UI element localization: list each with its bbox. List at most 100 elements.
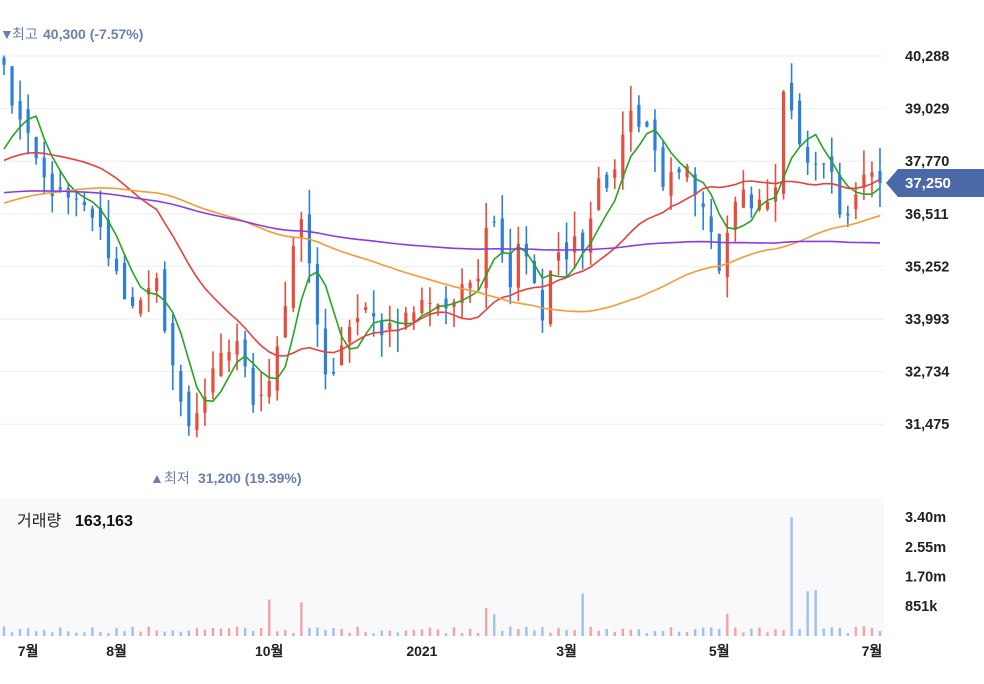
candle[interactable]	[404, 307, 408, 330]
candle[interactable]	[267, 358, 271, 404]
candle[interactable]	[806, 130, 810, 175]
candle[interactable]	[307, 189, 311, 283]
candle[interactable]	[870, 161, 874, 198]
candle[interactable]	[830, 137, 834, 194]
candle[interactable]	[669, 157, 673, 211]
candle[interactable]	[484, 202, 488, 309]
candle[interactable]	[2, 55, 6, 76]
candle[interactable]	[548, 270, 553, 327]
candle[interactable]	[878, 148, 882, 208]
candle[interactable]	[211, 351, 215, 400]
candle[interactable]	[597, 166, 601, 211]
candle[interactable]	[573, 211, 577, 269]
candle[interactable]	[693, 167, 697, 217]
candle[interactable]	[259, 371, 263, 412]
candle[interactable]	[814, 151, 818, 181]
candle[interactable]	[645, 120, 649, 128]
candle[interactable]	[227, 339, 231, 373]
candle[interactable]	[243, 330, 247, 378]
candle[interactable]	[388, 305, 392, 348]
candle[interactable]	[741, 170, 745, 209]
candle[interactable]	[653, 109, 657, 173]
candle[interactable]	[219, 333, 223, 377]
candle[interactable]	[10, 66, 14, 114]
candle[interactable]	[773, 163, 778, 222]
candle[interactable]	[18, 80, 22, 140]
candle[interactable]	[846, 205, 850, 228]
candle[interactable]	[291, 236, 295, 313]
candle[interactable]	[171, 314, 175, 390]
candlesticks[interactable]	[2, 55, 882, 438]
candle[interactable]	[661, 140, 665, 191]
candle[interactable]	[428, 287, 432, 327]
candle[interactable]	[637, 95, 641, 133]
candle[interactable]	[155, 272, 159, 303]
candle[interactable]	[532, 254, 537, 285]
candle[interactable]	[163, 261, 167, 334]
candle[interactable]	[516, 226, 520, 302]
candle[interactable]	[508, 228, 512, 305]
candle[interactable]	[372, 290, 376, 337]
candle[interactable]	[380, 313, 384, 357]
candle[interactable]	[709, 198, 713, 250]
candle[interactable]	[356, 294, 360, 336]
candle[interactable]	[34, 136, 38, 165]
candle[interactable]	[629, 85, 633, 152]
candle[interactable]	[203, 378, 207, 426]
candle[interactable]	[476, 259, 480, 293]
candle[interactable]	[822, 162, 826, 179]
candle[interactable]	[90, 205, 95, 232]
candle[interactable]	[98, 190, 103, 240]
candle[interactable]	[131, 287, 135, 309]
candle[interactable]	[677, 166, 681, 180]
candle[interactable]	[195, 392, 199, 438]
candle[interactable]	[605, 171, 609, 192]
candle[interactable]	[838, 162, 842, 219]
candle[interactable]	[66, 182, 70, 215]
candle[interactable]	[187, 385, 191, 436]
candle[interactable]	[765, 179, 770, 212]
candle[interactable]	[179, 364, 183, 417]
candle[interactable]	[139, 297, 143, 317]
candle[interactable]	[701, 191, 705, 231]
candle[interactable]	[685, 163, 689, 182]
candle[interactable]	[106, 200, 111, 267]
candle[interactable]	[147, 270, 151, 313]
candle[interactable]	[862, 150, 866, 200]
candle[interactable]	[733, 196, 737, 242]
candle[interactable]	[789, 63, 794, 120]
candle[interactable]	[42, 141, 46, 195]
candle[interactable]	[420, 287, 424, 315]
candle[interactable]	[540, 268, 545, 333]
candle[interactable]	[749, 186, 753, 218]
candle[interactable]	[717, 233, 721, 275]
candle[interactable]	[798, 93, 802, 147]
candle[interactable]	[26, 94, 30, 155]
candle[interactable]	[50, 161, 54, 213]
candle[interactable]	[299, 211, 303, 262]
candle[interactable]	[436, 303, 440, 316]
candle[interactable]	[556, 232, 561, 276]
candle[interactable]	[114, 246, 119, 275]
candle[interactable]	[613, 159, 617, 189]
candle[interactable]	[122, 254, 127, 300]
candle[interactable]	[82, 192, 86, 212]
candle[interactable]	[364, 302, 368, 314]
candle[interactable]	[412, 306, 416, 330]
candle[interactable]	[283, 281, 287, 339]
candle[interactable]	[58, 170, 62, 193]
candle[interactable]	[331, 357, 336, 376]
candle[interactable]	[339, 326, 344, 366]
candle[interactable]	[460, 268, 464, 319]
candle[interactable]	[275, 336, 279, 401]
candle[interactable]	[725, 215, 729, 298]
candle[interactable]	[315, 247, 320, 347]
candle[interactable]	[589, 201, 593, 265]
candle[interactable]	[500, 195, 504, 263]
candle[interactable]	[323, 308, 328, 390]
candle[interactable]	[74, 190, 78, 217]
candle[interactable]	[524, 226, 528, 275]
candle[interactable]	[492, 215, 496, 227]
candle[interactable]	[781, 90, 786, 200]
